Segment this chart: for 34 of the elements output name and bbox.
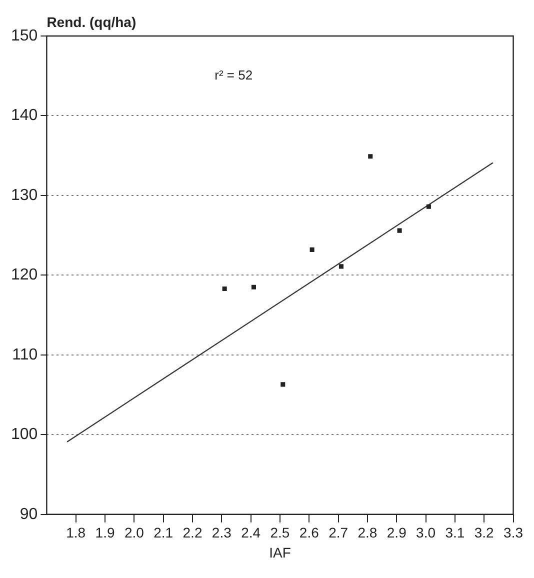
point [397,228,402,233]
x-tick-label: 3.2 [474,524,494,541]
point [280,382,286,387]
annotation: r² = 52 [214,68,253,83]
y-tick-label: 90 [20,506,38,523]
x-tick-label: 3.1 [445,524,465,541]
y-axis-title: Rend. (qq/ha) [46,14,136,30]
point [338,264,344,269]
x-tick-label: 2.8 [358,524,378,541]
x-axis-title: IAF [269,544,291,560]
x-tick-label: 1.9 [95,524,115,541]
x-tick-label: 2.9 [386,524,407,541]
x-tick-label: 2.3 [212,524,232,541]
x-tick-label: 2.4 [241,524,261,541]
y-tick-label: 140 [10,107,38,124]
point [251,284,256,290]
point [222,286,227,292]
x-tick-label: 1.8 [66,524,86,541]
x-tick-label: 2.7 [328,524,348,541]
x-tick-label: 2.2 [182,524,202,541]
y-tick-label: 130 [10,186,38,204]
y-tick-label: 110 [12,346,38,364]
x-tick-label: 2.1 [154,524,174,541]
point [426,204,431,209]
x-tick-label: 3.3 [504,524,524,541]
x-tick-label: 2.6 [299,524,320,541]
point [310,247,314,252]
y-tick-label: 150 [10,27,38,44]
x-tick-label: 2.0 [124,524,144,541]
y-tick-label: 120 [10,266,38,284]
x-tick-label: 3.0 [416,524,436,541]
y-tick-label: 100 [10,426,38,444]
point [368,154,373,159]
x-tick-label: 2.5 [270,524,290,541]
